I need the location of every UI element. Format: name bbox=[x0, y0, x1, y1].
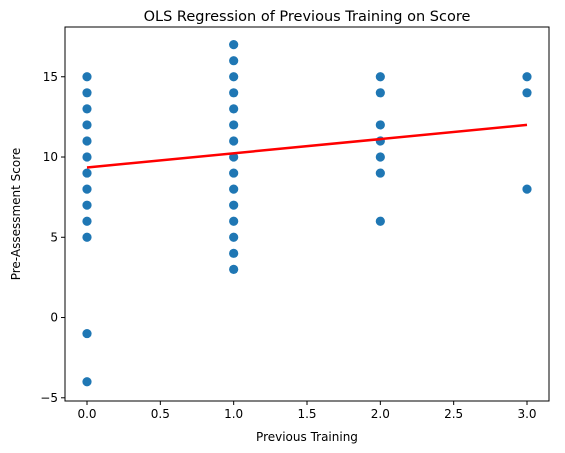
scatter-point-22 bbox=[229, 184, 239, 194]
scatter-point-12 bbox=[82, 377, 92, 387]
y-axis: −5 0 5 10 15 bbox=[40, 70, 65, 405]
y-tick-label: −5 bbox=[40, 391, 58, 405]
x-tick-label: 2.5 bbox=[444, 407, 463, 421]
scatter-point-35 bbox=[522, 72, 532, 82]
x-tick-label: 3.0 bbox=[517, 407, 536, 421]
scatter-point-19 bbox=[229, 136, 239, 146]
axes-frame bbox=[64, 26, 550, 402]
scatter-point-18 bbox=[229, 120, 239, 130]
x-axis-label: Previous Training bbox=[256, 430, 358, 444]
plot-area bbox=[82, 40, 532, 387]
x-tick-label: 0.0 bbox=[77, 407, 96, 421]
scatter-point-34 bbox=[375, 216, 385, 226]
scatter-point-5 bbox=[82, 152, 92, 162]
scatter-point-37 bbox=[522, 184, 532, 194]
scatter-point-0 bbox=[82, 72, 92, 82]
scatter-point-27 bbox=[229, 264, 239, 274]
scatter-point-30 bbox=[375, 120, 385, 130]
x-tick-label: 1.0 bbox=[224, 407, 243, 421]
scatter-point-9 bbox=[82, 216, 92, 226]
y-tick-label: 10 bbox=[43, 150, 58, 164]
scatter-point-10 bbox=[82, 232, 92, 242]
scatter-point-26 bbox=[229, 248, 239, 258]
y-tick-label: 0 bbox=[50, 311, 58, 325]
scatter-point-15 bbox=[229, 72, 239, 82]
y-tick-label: 15 bbox=[43, 70, 58, 84]
y-tick-label: 5 bbox=[50, 230, 58, 244]
scatter-point-21 bbox=[229, 168, 239, 178]
scatter-point-29 bbox=[375, 88, 385, 98]
x-tick-label: 0.5 bbox=[151, 407, 170, 421]
scatter-point-3 bbox=[82, 120, 92, 130]
scatter-point-11 bbox=[82, 328, 92, 339]
scatter-point-8 bbox=[82, 200, 92, 210]
scatter-point-25 bbox=[229, 232, 239, 242]
scatter-point-6 bbox=[82, 168, 92, 178]
scatter-point-16 bbox=[229, 88, 239, 98]
regression-line bbox=[86, 123, 528, 169]
scatter-point-4 bbox=[82, 136, 92, 146]
scatter-point-1 bbox=[82, 88, 92, 98]
x-tick-label: 1.5 bbox=[297, 407, 316, 421]
scatter-point-28 bbox=[375, 72, 385, 82]
scatter-point-7 bbox=[82, 184, 92, 194]
scatter-point-17 bbox=[229, 104, 239, 114]
scatter-point-14 bbox=[229, 56, 239, 66]
y-axis-label: Pre-Assessment Score bbox=[9, 148, 23, 281]
scatter-point-36 bbox=[522, 88, 532, 98]
scatter-point-23 bbox=[229, 200, 239, 210]
scatter-point-13 bbox=[229, 40, 239, 50]
chart-title: OLS Regression of Previous Training on S… bbox=[144, 9, 471, 25]
scatter-point-2 bbox=[82, 104, 92, 114]
x-tick-label: 2.0 bbox=[371, 407, 390, 421]
scatter-point-32 bbox=[375, 152, 385, 162]
x-axis: 0.0 0.5 1.0 1.5 2.0 2.5 3.0 bbox=[77, 401, 537, 421]
scatter-point-33 bbox=[375, 168, 385, 178]
scatter-point-24 bbox=[229, 216, 239, 226]
